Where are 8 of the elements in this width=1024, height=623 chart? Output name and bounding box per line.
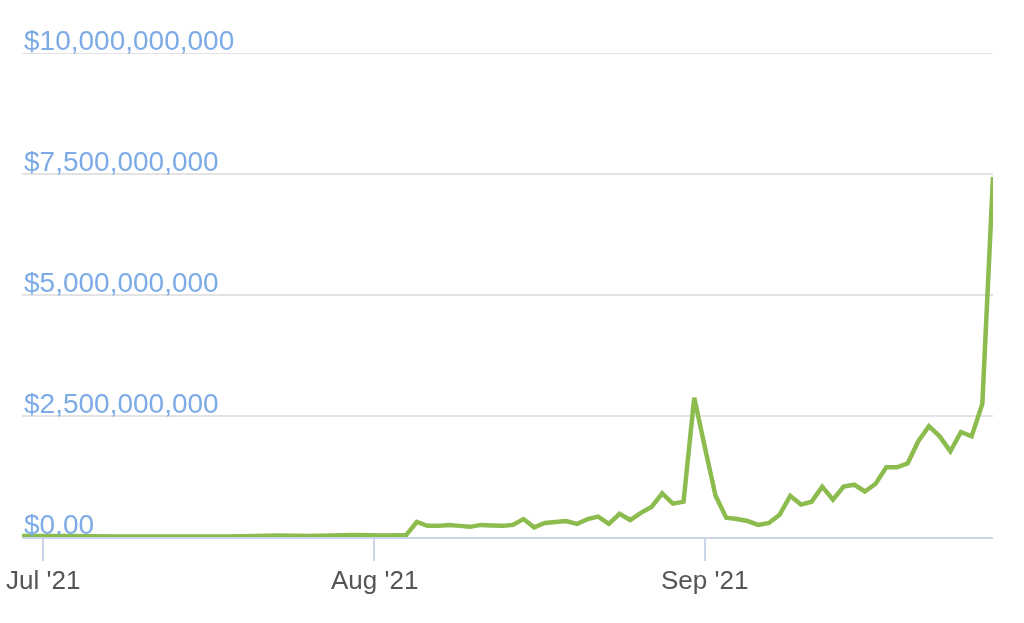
y-tick-label: $5,000,000,000 — [24, 267, 219, 298]
x-tick-label: Sep '21 — [661, 565, 749, 595]
y-tick-label: $10,000,000,000 — [24, 25, 235, 56]
x-tick-label: Aug '21 — [331, 565, 419, 595]
y-tick-label: $7,500,000,000 — [24, 146, 219, 177]
y-tick-label: $0.00 — [24, 509, 95, 540]
x-tick-label: Jul '21 — [6, 565, 81, 595]
y-tick-label: $2,500,000,000 — [24, 388, 219, 419]
